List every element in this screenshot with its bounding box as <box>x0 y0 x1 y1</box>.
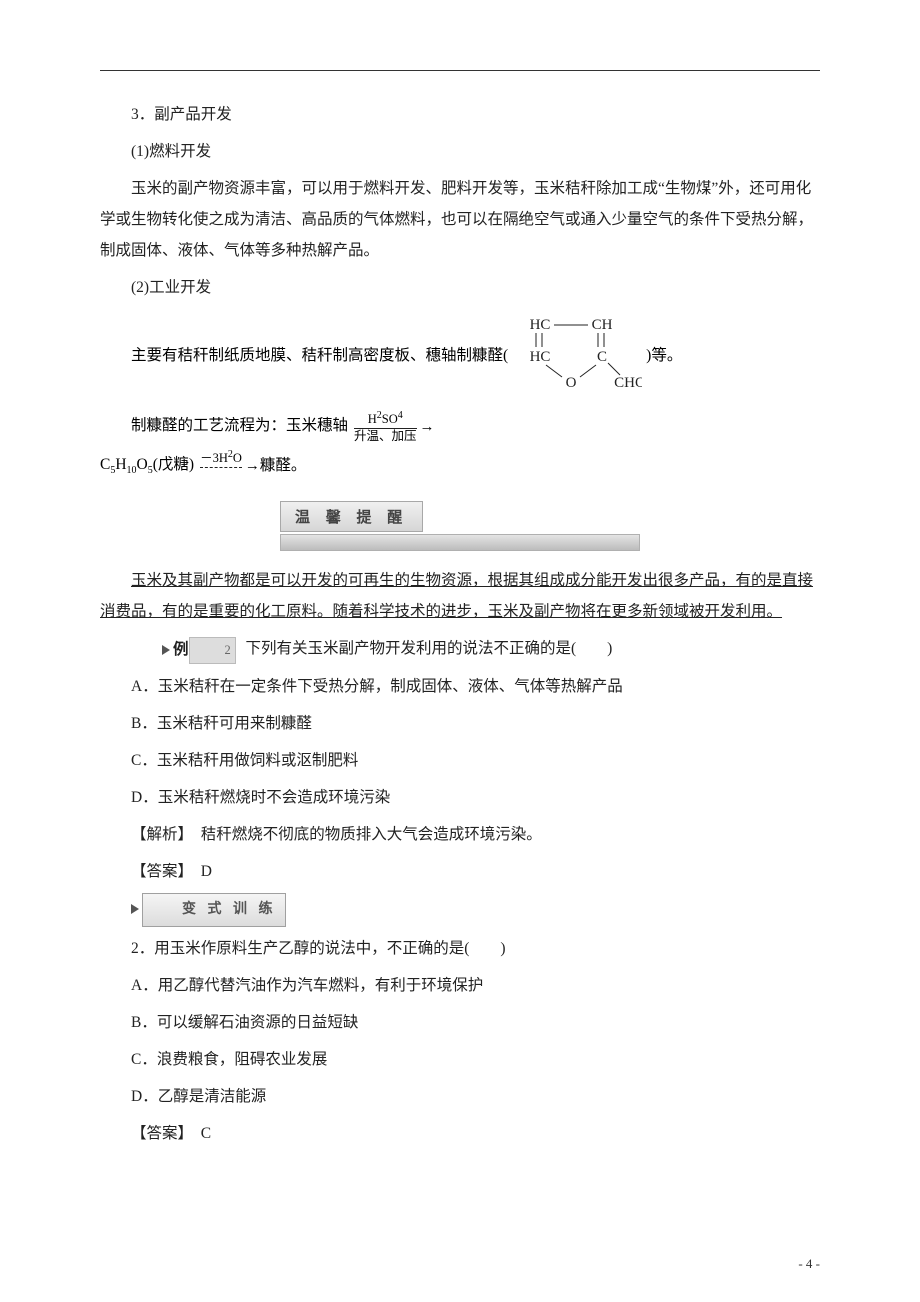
struct-cho: CHO <box>614 375 642 389</box>
example-opt-d: D．玉米秸秆燃烧时不会造成环境污染 <box>100 782 820 813</box>
page-number: - 4 - <box>798 1256 820 1272</box>
tip-banner: 温 馨 提 醒 <box>280 501 640 551</box>
struct-hc-tl: HC <box>530 317 551 333</box>
arrow1-bottom: 升温、加压 <box>354 430 417 444</box>
heading-3: 3．副产品开发 <box>100 99 820 130</box>
sub1-title: (1)燃料开发 <box>100 136 820 167</box>
tip-line <box>280 534 640 551</box>
sub2-prefix: 主要有秸秆制纸质地膜、秸秆制高密度板、穗轴制糠醛( <box>131 344 508 369</box>
sub2-suffix: )等。 <box>646 344 682 369</box>
example-badge: 例2 <box>131 634 236 665</box>
process-label: 制糠醛的工艺流程为：玉米穗轴 <box>131 414 348 439</box>
example-num: 2 <box>189 637 236 664</box>
struct-o: O <box>566 375 577 389</box>
variant-answer: 【答案】 C <box>100 1118 820 1149</box>
example-opt-a: A．玉米秸秆在一定条件下受热分解，制成固体、液体、气体等热解产品 <box>100 671 820 702</box>
variant-answer-text: C <box>201 1125 211 1142</box>
underline-para: 玉米及其副产物都是可以开发的可再生的生物资源，根据其组成成分能开发出很多产品，有… <box>100 565 820 627</box>
example-analysis: 【解析】 秸秆燃烧不彻底的物质排入大气会造成环境污染。 <box>100 819 820 850</box>
variant-question: 用玉米作原料生产乙醇的说法中，不正确的是( ) <box>154 940 505 957</box>
tip-title: 温 馨 提 醒 <box>280 501 423 532</box>
answer-label: 【答案】 <box>131 863 193 880</box>
furfural-structure-icon: HC CH HC C O CHO <box>512 315 642 398</box>
triangle-icon <box>162 645 170 655</box>
variant-badge-row: 变 式 训 练 <box>100 893 820 927</box>
variant-answer-label: 【答案】 <box>131 1125 193 1142</box>
triangle-icon-2 <box>131 904 139 914</box>
example-opt-b: B．玉米秸秆可用来制糠醛 <box>100 708 820 739</box>
example-label: 例 <box>173 641 189 658</box>
analysis-label: 【解析】 <box>131 826 193 843</box>
arrow2-tail: → <box>245 454 260 478</box>
variant-opt-c: C．浪费粮食，阻碍农业发展 <box>100 1044 820 1075</box>
variant-opt-b: B．可以缓解石油资源的日益短缺 <box>100 1007 820 1038</box>
arrow1: H2SO4 升温、加压 <box>354 410 417 444</box>
example-opt-c: C．玉米秸秆用做饲料或沤制肥料 <box>100 745 820 776</box>
intermediate: C5H10O5(戊糖) <box>100 453 194 479</box>
sub2-title: (2)工业开发 <box>100 272 820 303</box>
struct-hc-ml: HC <box>530 349 551 365</box>
analysis-text: 秸秆燃烧不彻底的物质排入大气会造成环境污染。 <box>201 826 542 843</box>
example-stem: 例2 下列有关玉米副产物开发利用的说法不正确的是( ) <box>100 633 820 665</box>
variant-qnum: 2． <box>131 940 154 957</box>
process-line-2: C5H10O5(戊糖) －3H2O → 糠醛。 <box>100 449 820 483</box>
example-answer: 【答案】 D <box>100 856 820 887</box>
variant-badge: 变 式 训 练 <box>142 893 286 927</box>
variant-opt-d: D．乙醇是清洁能源 <box>100 1081 820 1112</box>
process-line-1: 制糠醛的工艺流程为：玉米穗轴 H2SO4 升温、加压 → <box>100 410 820 444</box>
struct-ch-tr: CH <box>592 317 613 333</box>
struct-c-mr: C <box>597 349 607 365</box>
sub2-line: 主要有秸秆制纸质地膜、秸秆制高密度板、穗轴制糠醛( HC CH HC C <box>100 315 820 398</box>
arrow2: －3H2O <box>200 449 242 483</box>
top-rule <box>100 70 820 71</box>
underline-text: 玉米及其副产物都是可以开发的可再生的生物资源，根据其组成成分能开发出很多产品，有… <box>100 572 813 620</box>
variant-opt-a: A．用乙醇代替汽油作为汽车燃料，有利于环境保护 <box>100 970 820 1001</box>
product-end: 糠醛。 <box>260 454 307 479</box>
arrow1-top: H2SO4 <box>368 410 403 427</box>
arrow2-top: －3H2O <box>200 449 242 466</box>
answer-text: D <box>201 863 212 880</box>
sub1-body: 玉米的副产物资源丰富，可以用于燃料开发、肥料开发等，玉米秸秆除加工成“生物煤”外… <box>100 173 820 266</box>
variant-stem: 2．用玉米作原料生产乙醇的说法中，不正确的是( ) <box>100 933 820 964</box>
example-question: 下列有关玉米副产物开发利用的说法不正确的是( ) <box>246 640 613 657</box>
arrow1-tail: → <box>420 415 435 439</box>
